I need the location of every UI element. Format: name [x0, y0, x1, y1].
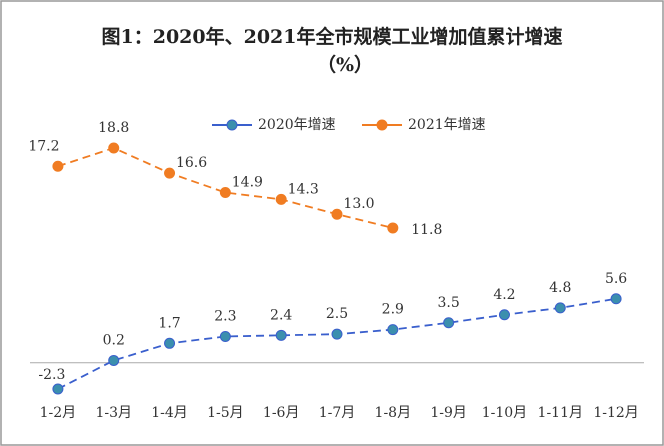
data-point — [554, 302, 566, 314]
data-point — [498, 309, 510, 321]
data-label: 2.3 — [214, 308, 236, 324]
data-label: 14.9 — [232, 175, 263, 191]
x-tick-label: 1-3月 — [95, 405, 132, 421]
legend-marker — [226, 119, 238, 131]
x-tick-label: 1-7月 — [319, 405, 356, 421]
x-tick-label: 1-6月 — [263, 405, 300, 421]
legend-label: 2020年增速 — [258, 117, 336, 133]
data-point — [108, 354, 120, 366]
data-label: 17.2 — [28, 138, 59, 154]
data-label: 2.5 — [326, 306, 348, 322]
x-tick-label: 1-12月 — [593, 405, 638, 421]
data-label: 13.0 — [343, 196, 374, 212]
legend-marker — [376, 119, 388, 131]
data-point — [52, 383, 64, 395]
data-label: 14.3 — [288, 181, 319, 197]
chart-subtitle: （%） — [317, 53, 373, 76]
data-point — [52, 160, 64, 172]
x-tick-label: 1-11月 — [538, 405, 583, 421]
data-point — [275, 193, 287, 205]
data-label: 2.4 — [270, 307, 292, 323]
data-point — [443, 317, 455, 329]
data-label: 1.7 — [158, 315, 180, 331]
data-label: 18.8 — [98, 120, 129, 136]
x-tick-label: 1-2月 — [40, 405, 77, 421]
data-point — [331, 208, 343, 220]
data-label: 4.8 — [549, 280, 571, 296]
data-label: 3.5 — [438, 295, 460, 311]
data-point — [387, 324, 399, 336]
data-label: -2.3 — [38, 367, 65, 383]
data-label: 16.6 — [176, 155, 207, 171]
data-label: 0.2 — [103, 332, 125, 348]
data-point — [331, 328, 343, 340]
x-tick-label: 1-8月 — [375, 405, 412, 421]
data-point — [387, 222, 399, 234]
data-label: 4.2 — [493, 287, 515, 303]
data-point — [219, 187, 231, 199]
data-point — [219, 330, 231, 342]
x-tick-label: 1-10月 — [482, 405, 527, 421]
data-label: 11.8 — [411, 222, 442, 238]
x-tick-label: 1-9月 — [430, 405, 467, 421]
data-point — [610, 293, 622, 305]
data-label: 2.9 — [382, 302, 404, 318]
data-label: 5.6 — [605, 271, 627, 287]
x-tick-label: 1-4月 — [151, 405, 188, 421]
x-tick-label: 1-5月 — [207, 405, 244, 421]
legend-label: 2021年增速 — [408, 117, 486, 133]
data-point — [164, 337, 176, 349]
data-point — [164, 167, 176, 179]
chart-title: 图1：2020年、2021年全市规模工业增加值累计增速 — [102, 25, 563, 48]
data-point — [275, 329, 287, 341]
data-point — [108, 142, 120, 154]
